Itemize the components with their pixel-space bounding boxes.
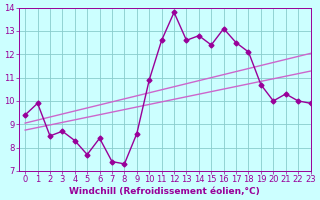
- X-axis label: Windchill (Refroidissement éolien,°C): Windchill (Refroidissement éolien,°C): [69, 187, 260, 196]
